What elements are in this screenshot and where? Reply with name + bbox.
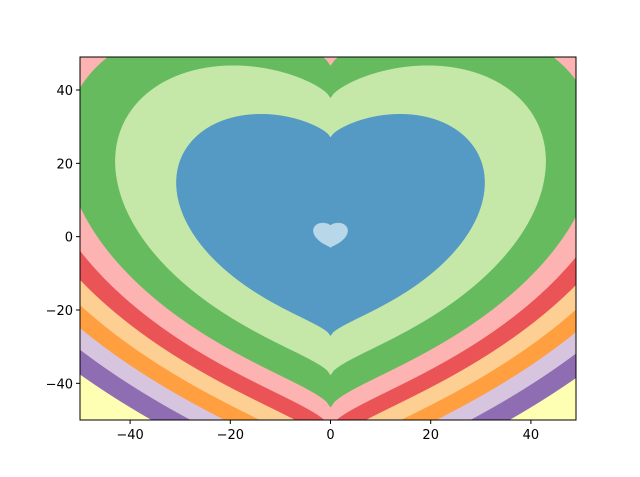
x-tick-label: 40 (523, 428, 540, 443)
y-tick-label: 0 (65, 231, 73, 246)
x-tick-label: −40 (116, 428, 143, 443)
contour-band (176, 114, 485, 337)
y-tick-label: −40 (46, 377, 73, 392)
axes-frame (79, 56, 577, 421)
x-tick-label: 20 (422, 428, 439, 443)
x-tick-label: −20 (217, 428, 244, 443)
y-tick-label: 20 (56, 157, 73, 172)
y-tick-label: 40 (56, 84, 73, 99)
y-tick-label: −20 (46, 304, 73, 319)
x-tick-label: 0 (326, 428, 334, 443)
contour-band (313, 222, 348, 249)
